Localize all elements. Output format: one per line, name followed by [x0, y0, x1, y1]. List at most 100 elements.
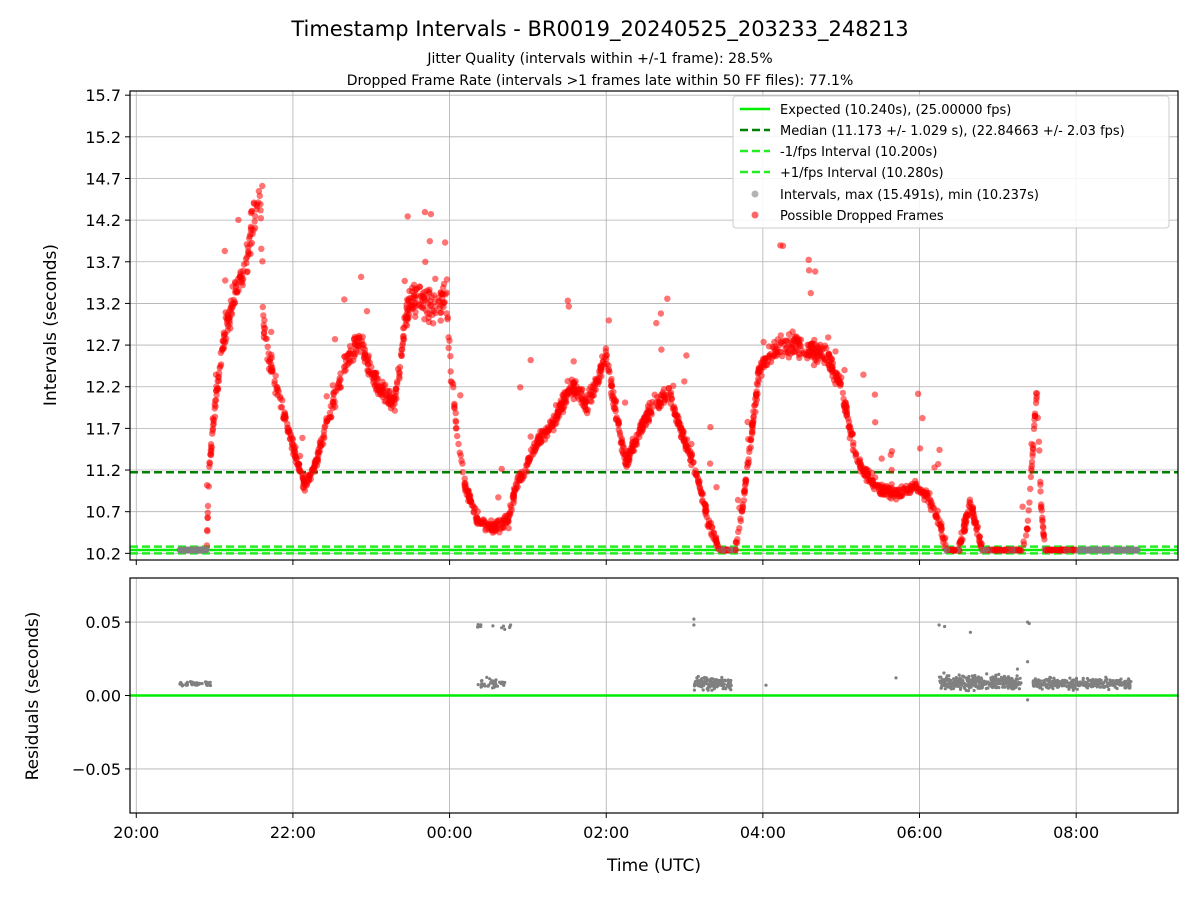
- interval-point: [680, 437, 687, 444]
- residual-point: [1015, 674, 1019, 678]
- residual-point: [195, 681, 199, 685]
- interval-point: [446, 337, 453, 344]
- residual-point: [894, 676, 898, 680]
- residual-point: [1046, 683, 1050, 687]
- interval-point: [1026, 499, 1033, 506]
- interval-point: [229, 283, 236, 290]
- interval-point: [548, 423, 556, 430]
- residual-point: [1026, 698, 1030, 702]
- interval-point: [448, 379, 455, 386]
- interval-point: [259, 182, 266, 190]
- interval-point: [421, 316, 428, 323]
- interval-point: [1033, 393, 1040, 401]
- interval-point: [1029, 452, 1036, 459]
- interval-point: [318, 440, 325, 447]
- residual-point: [1012, 686, 1016, 690]
- residual-point: [1032, 684, 1036, 688]
- interval-point: [736, 525, 743, 532]
- interval-point: [323, 417, 331, 424]
- interval-point: [755, 364, 763, 371]
- residual-point: [696, 679, 701, 683]
- interval-point: [570, 380, 577, 388]
- interval-point: [570, 358, 577, 365]
- interval-point: [346, 349, 353, 356]
- interval-point: [474, 508, 481, 515]
- interval-point: [1035, 438, 1043, 445]
- interval-point: [934, 507, 941, 515]
- bottom-panel: −0.05 0.00 0.05 20:00 22:00 00:00 02:00 04:00 0…: [23, 577, 1179, 876]
- residual-point: [967, 680, 971, 684]
- interval-point: [320, 428, 328, 435]
- interval-point: [747, 444, 754, 451]
- interval-point: [850, 442, 857, 449]
- x-tick-label: 22:00: [270, 823, 316, 842]
- interval-point: [422, 258, 429, 265]
- residual-point: [967, 682, 971, 687]
- interval-point: [1016, 546, 1023, 554]
- x-tick-label: 04:00: [740, 823, 786, 842]
- top-y-axis-label: Intervals (seconds): [41, 244, 61, 406]
- interval-point: [1113, 546, 1121, 553]
- x-tick-label: 06:00: [896, 823, 942, 842]
- interval-point: [405, 298, 413, 305]
- bottom-scatter-points: [178, 617, 1133, 702]
- interval-point: [639, 417, 646, 424]
- residual-point: [954, 676, 958, 680]
- interval-point: [786, 343, 793, 350]
- residual-point: [1094, 682, 1098, 686]
- interval-point: [1130, 546, 1137, 553]
- interval-point: [872, 419, 879, 426]
- residual-point: [206, 682, 210, 686]
- interval-point: [261, 317, 268, 324]
- residual-point: [185, 680, 189, 685]
- interval-point: [938, 522, 945, 530]
- interval-point: [257, 215, 265, 222]
- interval-point: [227, 325, 234, 332]
- interval-point: [451, 404, 458, 411]
- residual-point: [946, 682, 950, 686]
- residual-point: [490, 679, 494, 683]
- residual-point: [1049, 684, 1053, 688]
- interval-point: [222, 338, 229, 346]
- interval-point: [1107, 547, 1115, 554]
- interval-point: [936, 446, 943, 454]
- residual-point: [476, 623, 480, 627]
- interval-point: [491, 520, 498, 528]
- interval-point: [563, 389, 571, 396]
- residual-point: [966, 689, 971, 693]
- residual-point: [704, 682, 709, 686]
- interval-point: [329, 382, 336, 389]
- interval-point: [249, 230, 256, 237]
- interval-point: [658, 346, 665, 353]
- interval-point: [764, 361, 771, 369]
- residual-point: [692, 684, 697, 688]
- residual-point: [692, 623, 696, 627]
- interval-point: [495, 494, 502, 501]
- interval-point: [428, 307, 436, 314]
- residual-point: [1056, 678, 1060, 683]
- interval-point: [212, 397, 220, 404]
- interval-point: [847, 431, 854, 438]
- residual-point: [1071, 688, 1075, 692]
- interval-point: [732, 546, 740, 553]
- interval-point: [492, 527, 499, 534]
- interval-point: [299, 434, 306, 442]
- residual-point: [708, 685, 712, 689]
- interval-point: [938, 531, 945, 539]
- interval-point: [887, 495, 895, 502]
- interval-point: [683, 442, 690, 450]
- interval-point: [326, 409, 334, 417]
- top-y-tick-label: 10.2: [85, 544, 121, 563]
- interval-point: [374, 375, 382, 382]
- interval-point: [385, 399, 392, 407]
- interval-point: [251, 218, 258, 225]
- residual-point: [984, 682, 988, 686]
- interval-point: [219, 347, 226, 354]
- interval-point: [376, 387, 383, 394]
- interval-point: [1025, 507, 1032, 514]
- residual-point: [1085, 676, 1089, 681]
- interval-point: [465, 494, 473, 502]
- interval-point: [391, 396, 398, 404]
- interval-point: [1050, 546, 1057, 553]
- residual-point: [692, 617, 696, 621]
